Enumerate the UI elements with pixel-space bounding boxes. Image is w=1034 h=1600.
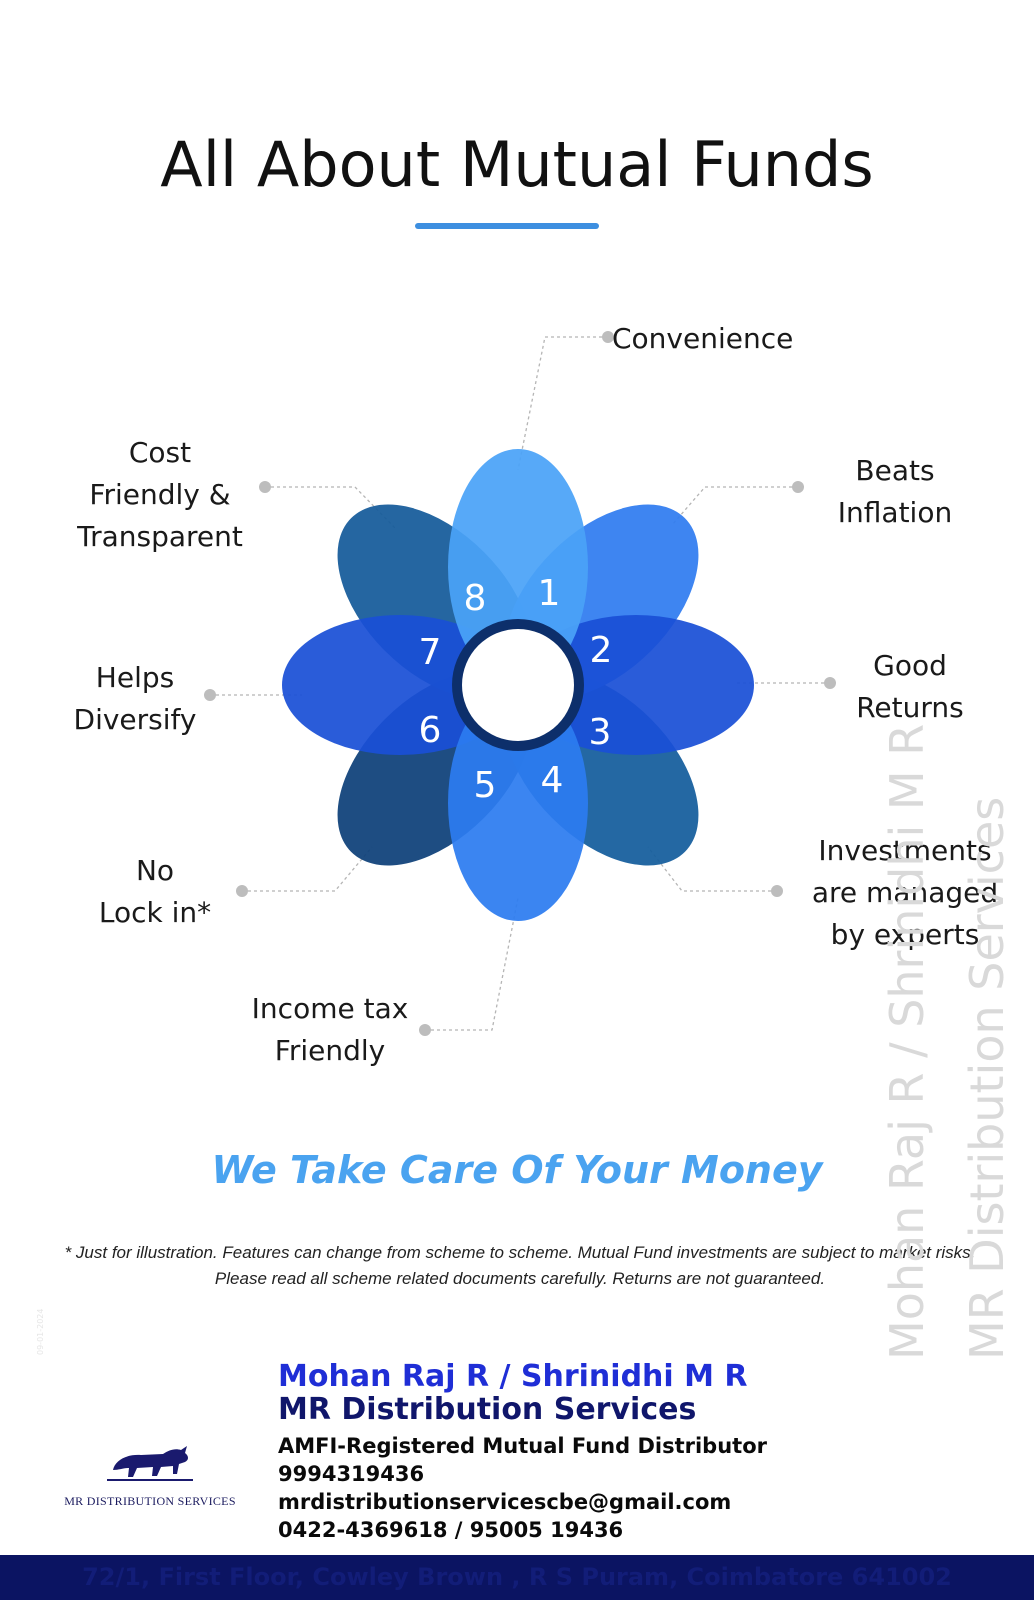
tagline: We Take Care Of Your Money	[211, 1148, 823, 1192]
connector-dot-1	[602, 331, 614, 343]
petal-numbers: 12 34 56 78	[419, 573, 613, 806]
feature-label-4: Investments are managed by experts	[811, 834, 999, 951]
feature-label-7: Helps Diversify	[73, 661, 197, 736]
feature-label-6: No Lock in*	[98, 854, 212, 929]
contact-block: Mohan Raj R / Shrinidhi M R MR Distribut…	[278, 1360, 767, 1544]
petal-1	[448, 449, 588, 685]
petal-number-4: 4	[541, 760, 564, 801]
feature-label-5: Income tax Friendly	[251, 992, 409, 1067]
logo-caption: MR DISTRIBUTION SERVICES	[64, 1494, 236, 1508]
disclaimer: * Just for illustration. Features can ch…	[64, 1243, 976, 1288]
bull-icon	[107, 1446, 193, 1481]
feature-label-3: Good Returns	[856, 649, 964, 724]
petal-3	[518, 615, 754, 755]
contact-designation: AMFI-Registered Mutual Fund Distributor	[278, 1434, 767, 1458]
feature-label-1: Convenience	[612, 322, 794, 355]
connector-lines	[204, 331, 836, 1036]
feature-label-2: Beats Inflation	[837, 454, 953, 529]
petal-number-8: 8	[464, 578, 487, 619]
contact-company: MR Distribution Services	[278, 1392, 697, 1427]
connector-dot-4	[771, 885, 783, 897]
contact-mobile[interactable]: 9994319436	[278, 1462, 425, 1486]
connector-dot-3	[824, 677, 836, 689]
tiny-date-mark: 09-01-2024	[36, 1308, 45, 1356]
connector-dot-5	[419, 1024, 431, 1036]
petal-7	[282, 615, 518, 755]
company-logo: MR DISTRIBUTION SERVICES	[60, 1440, 240, 1509]
footer-bar: 72/1, First Floor, Cowley Brown , R S Pu…	[0, 1555, 1034, 1600]
connector-line-2	[671, 486, 798, 526]
watermark-names: Mohan Raj R / Shrinidhi M R	[880, 723, 934, 1360]
connector-dot-8	[259, 481, 271, 493]
petal-number-7: 7	[419, 632, 442, 673]
page-title: All About Mutual Funds	[160, 128, 874, 201]
feature-label-8: Cost Friendly & Transparent	[77, 436, 243, 553]
features-flower-diagram: 12 34 56 78	[204, 331, 836, 1036]
center-hole	[462, 629, 574, 741]
contact-email[interactable]: mrdistributionservicescbe@gmail.com	[278, 1490, 732, 1514]
petal-number-5: 5	[474, 765, 497, 806]
connector-dot-6	[236, 885, 248, 897]
petal-number-6: 6	[419, 710, 442, 751]
title-underline	[415, 223, 599, 229]
watermark-company: MR Distribution Services	[960, 796, 1014, 1360]
contact-landline[interactable]: 0422-4369618 / 95005 19436	[278, 1518, 624, 1542]
petal-number-3: 3	[589, 712, 612, 753]
connector-line-5	[425, 897, 519, 1031]
connector-line-6	[242, 846, 373, 892]
connector-line-1	[517, 336, 608, 471]
footer-address: 72/1, First Floor, Cowley Brown , R S Pu…	[82, 1563, 952, 1591]
connector-line-8	[265, 486, 398, 531]
petal-5	[448, 685, 588, 921]
contact-names: Mohan Raj R / Shrinidhi M R	[278, 1359, 748, 1394]
connector-dot-7	[204, 689, 216, 701]
connector-dot-2	[792, 481, 804, 493]
petal-number-2: 2	[590, 630, 613, 671]
petal-number-1: 1	[538, 573, 561, 614]
